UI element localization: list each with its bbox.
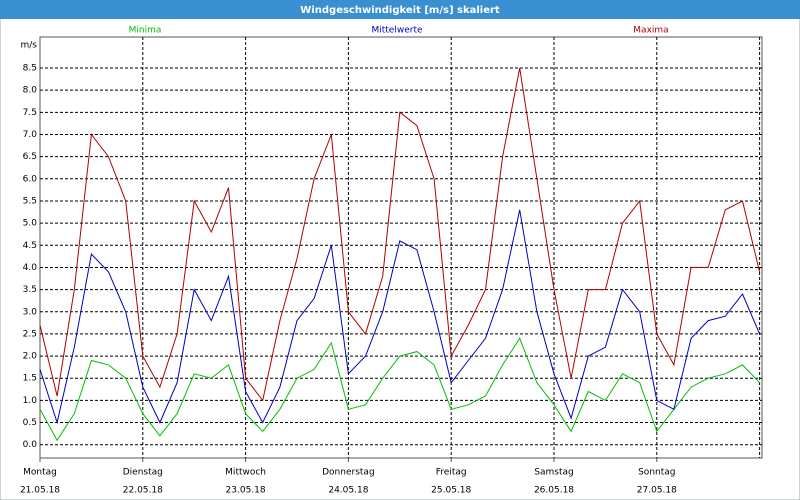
- legend-entry: Maxima: [633, 26, 668, 36]
- y-tick-label: 3.5: [23, 285, 37, 295]
- x-tick-weekday: Dienstag: [123, 468, 163, 478]
- y-tick-label: 5.5: [23, 196, 37, 206]
- y-tick-label: 2.5: [23, 329, 37, 339]
- y-tick-label: 0.5: [23, 418, 37, 428]
- legend-entry: Mittelwerte: [371, 26, 422, 36]
- x-tick-weekday: Montag: [23, 468, 57, 478]
- plot-frame: [39, 36, 763, 459]
- y-tick-label: 2.0: [23, 352, 38, 362]
- y-tick-label: 3.0: [23, 307, 38, 317]
- legend-entry: Minima: [129, 26, 162, 36]
- y-tick-label: 0.0: [23, 440, 38, 450]
- series-line: [39, 337, 760, 442]
- x-tick-label: 26.05.18: [534, 486, 574, 496]
- series-line: [39, 209, 761, 425]
- y-tick-label: 1.0: [23, 396, 38, 406]
- x-tick-weekday: Sonntag: [638, 468, 675, 478]
- y-tick-label: 4.5: [23, 241, 37, 251]
- y-tick-label: 7.0: [23, 130, 38, 140]
- y-tick-label: 8.5: [23, 64, 37, 74]
- x-tick-weekday: Samstag: [534, 468, 573, 478]
- y-tick-label: 8.0: [23, 86, 38, 96]
- chart-title: Windgeschwindigkeit [m/s] skaliert: [300, 5, 500, 16]
- series-line: [39, 67, 761, 402]
- x-tick-label: 22.05.18: [123, 486, 163, 496]
- title-bar: [0, 0, 800, 19]
- y-axis-unit: m/s: [21, 41, 38, 51]
- y-tick-label: 6.0: [23, 174, 38, 184]
- y-tick-label: 4.0: [23, 263, 38, 273]
- x-tick-weekday: Donnerstag: [322, 468, 375, 478]
- y-tick-label: 1.5: [23, 374, 37, 384]
- x-tick-label: 23.05.18: [226, 486, 266, 496]
- x-tick-label: 25.05.18: [431, 486, 471, 496]
- x-tick-label: 21.05.18: [20, 486, 60, 496]
- x-tick-label: 24.05.18: [328, 486, 368, 496]
- y-tick-label: 6.5: [23, 152, 37, 162]
- x-tick-label: 27.05.18: [637, 486, 677, 496]
- x-tick-weekday: Freitag: [436, 468, 467, 478]
- y-tick-label: 5.0: [23, 219, 38, 229]
- y-tick-label: 7.5: [23, 108, 37, 118]
- x-tick-weekday: Mittwoch: [225, 468, 266, 478]
